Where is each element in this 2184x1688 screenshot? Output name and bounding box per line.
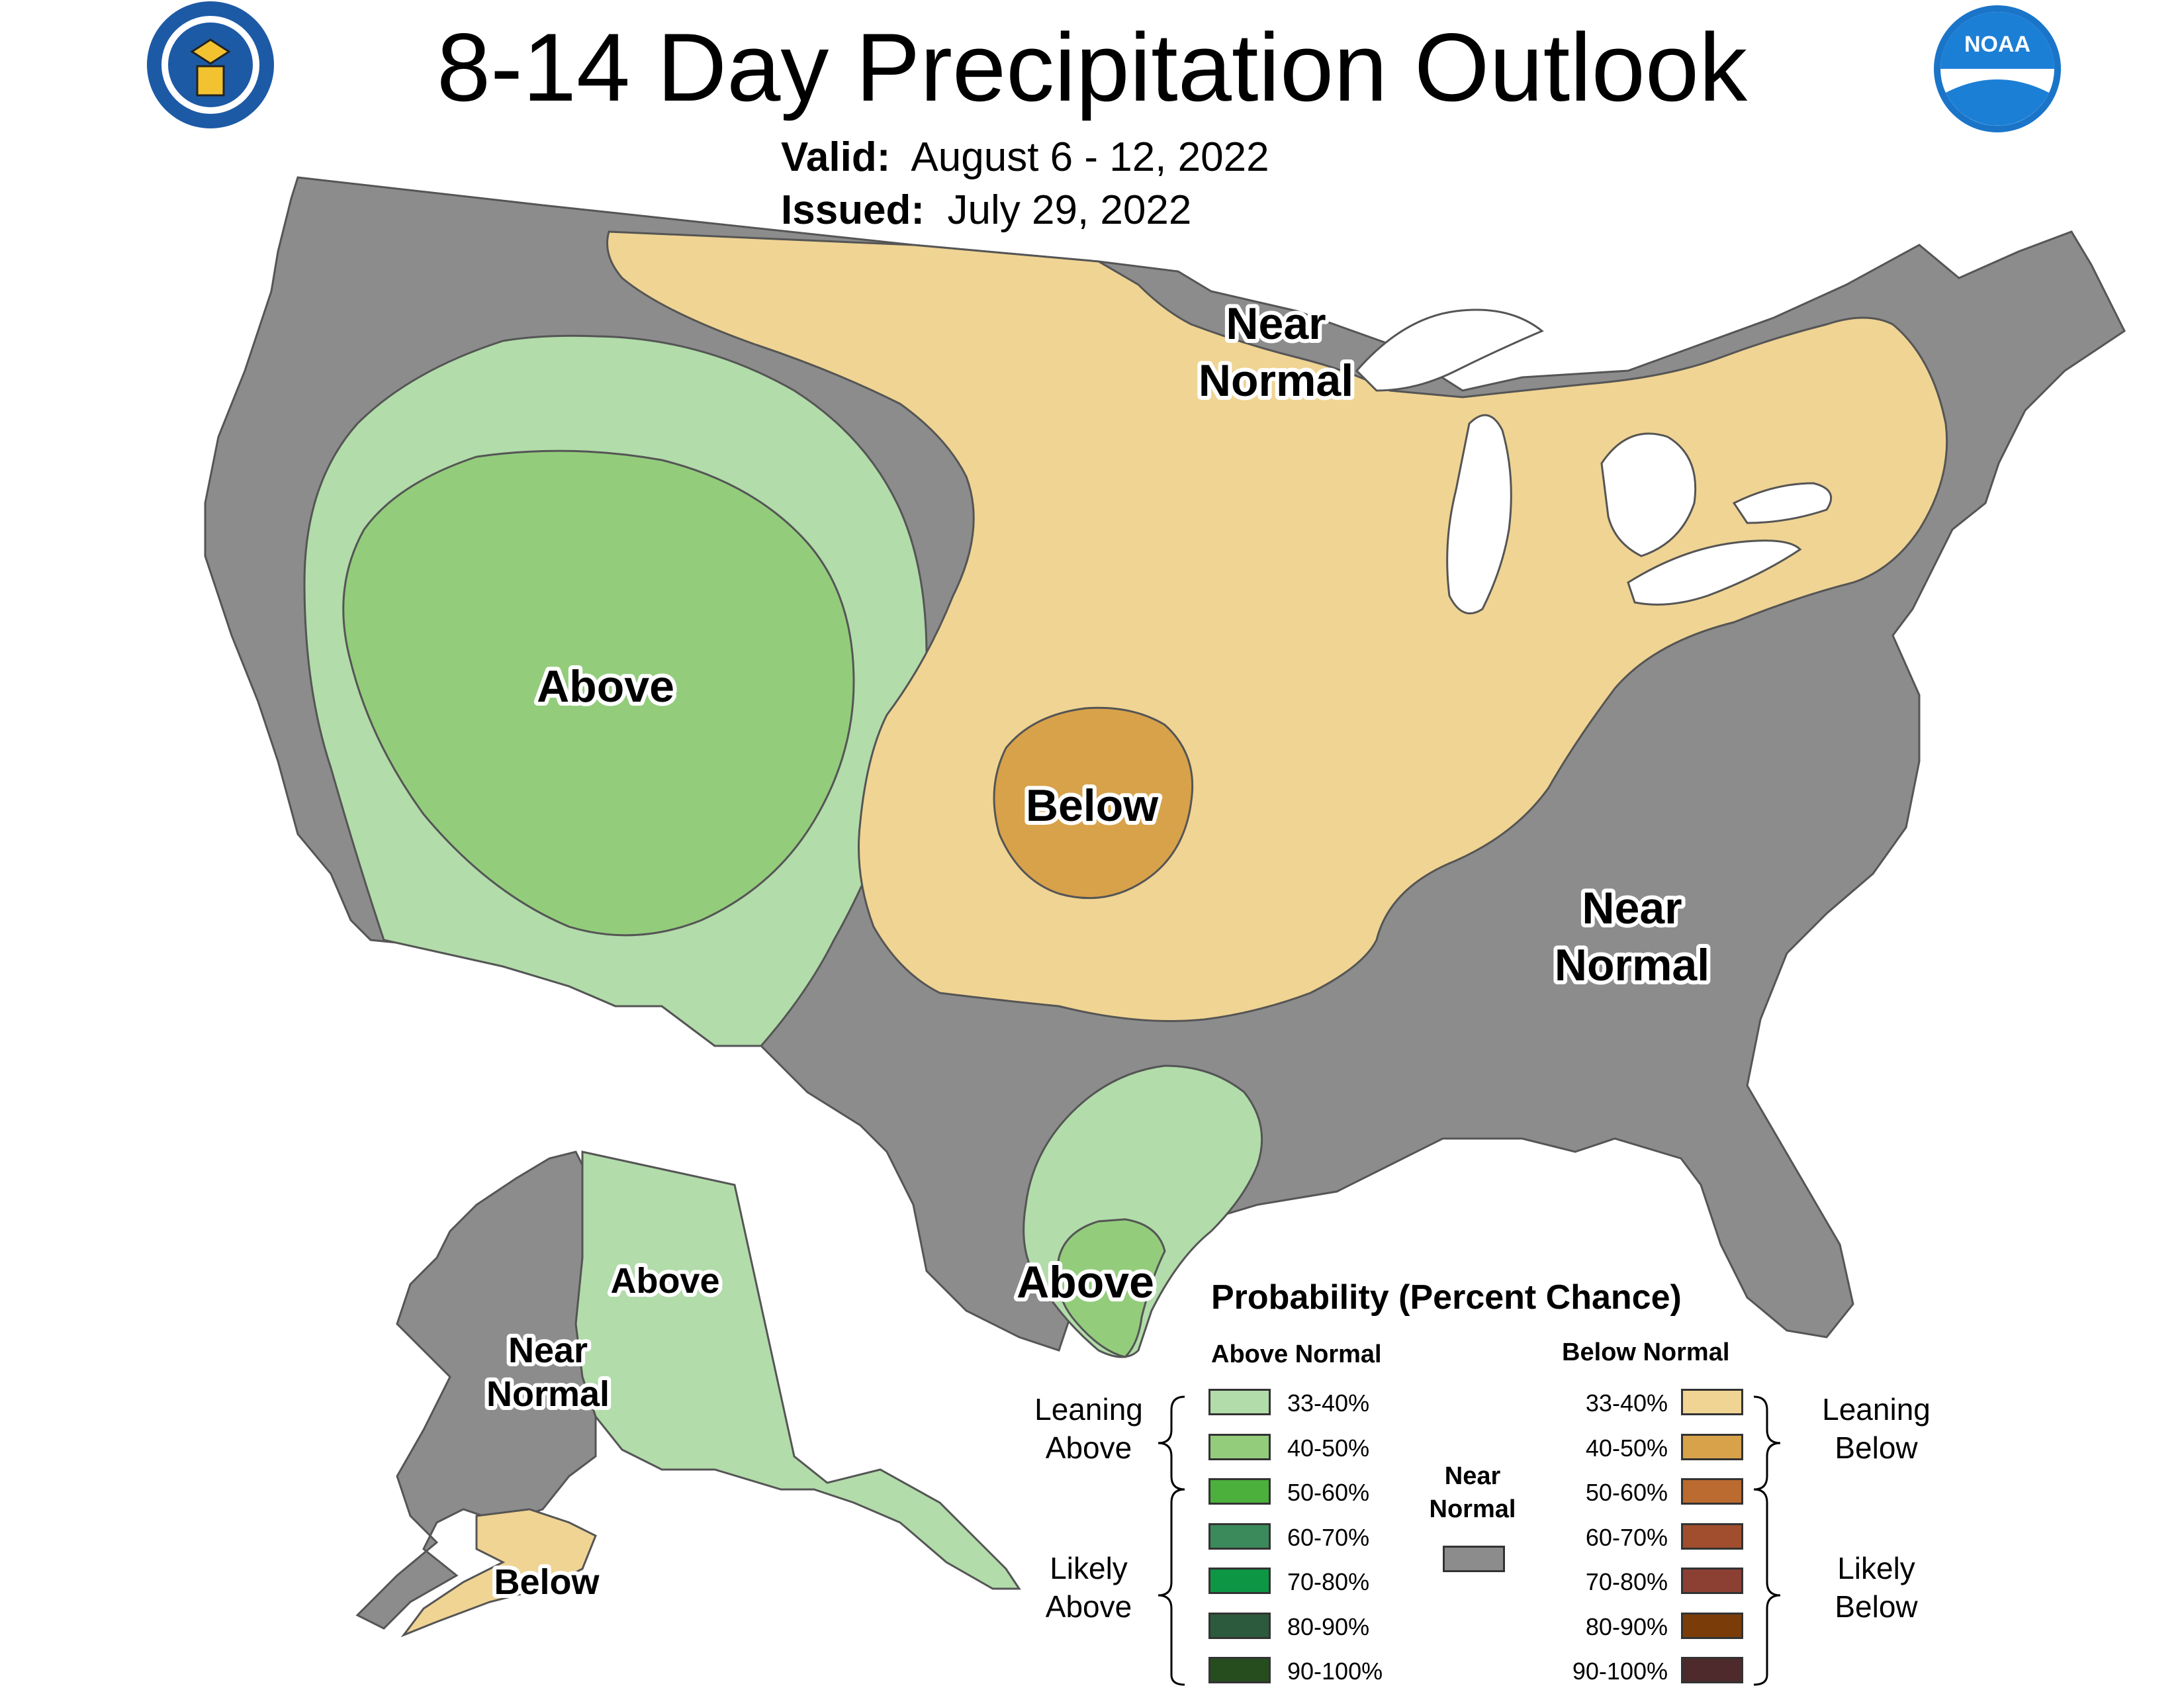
legend-likely-below-line2: Below (1835, 1589, 1918, 1624)
issued-label: Issued: (781, 187, 925, 233)
legend-title: Probability (Percent Chance) (1211, 1278, 1682, 1317)
valid-dates: Valid: August 6 - 12, 2022 (781, 132, 1269, 183)
central-below-leaning-region (606, 230, 1948, 1022)
legend-likely-above-line2: Above (1045, 1589, 1132, 1624)
legend-above-swatch (1208, 1523, 1271, 1550)
legend-below-label: 70-80% (1585, 1568, 1668, 1595)
legend-above-swatch (1208, 1612, 1271, 1639)
noaa-logo: NOAA (1934, 5, 2061, 132)
legend-above-label: 80-90% (1287, 1613, 1370, 1640)
issued-date: Issued: July 29, 2022 (781, 185, 1191, 236)
label-alaska-near-line1: Near (508, 1331, 588, 1370)
legend-below-label: 40-50% (1585, 1434, 1668, 1462)
legend-leaning-above-line2: Above (1045, 1430, 1132, 1465)
legend-below-label: 33-40% (1585, 1389, 1668, 1417)
valid-value: August 6 - 12, 2022 (911, 134, 1269, 180)
legend-leaning-below-line1: Leaning (1822, 1392, 1931, 1427)
legend-near-normal-heading: Near Normal (1416, 1460, 1529, 1526)
legend-likely-below: Likely Below (1787, 1549, 1966, 1626)
label-alaska-near-line2: Normal (486, 1374, 610, 1414)
legend-leaning-above: Leaning Above (1013, 1390, 1165, 1467)
label-plains-below: Below (1026, 780, 1159, 831)
label-alaska-above: Above (610, 1261, 719, 1301)
legend-above-label: 33-40% (1287, 1389, 1370, 1417)
legend-braces (1158, 1395, 1781, 1686)
legend-above-normal-heading: Above Normal (1211, 1340, 1382, 1368)
plains-below-40-50-region (993, 706, 1194, 900)
legend-above-swatch (1208, 1389, 1271, 1415)
legend-below-swatch (1681, 1478, 1743, 1505)
legend-above-label: 70-80% (1287, 1568, 1370, 1595)
legend-below-normal-heading: Below Normal (1562, 1338, 1730, 1366)
label-north-near-line2: Normal (1199, 355, 1353, 406)
legend-near-line2: Normal (1429, 1495, 1516, 1523)
label-texas-above: Above (1017, 1257, 1154, 1307)
label-southeast-near-line2: Normal (1555, 940, 1709, 990)
legend-below-swatch (1681, 1612, 1743, 1639)
west-above-40-50-region (342, 449, 855, 937)
legend-likely-above: Likely Above (1013, 1549, 1165, 1626)
legend-near-line1: Near (1444, 1462, 1501, 1490)
legend-above-swatch (1208, 1568, 1271, 1594)
legend-below-label: 50-60% (1585, 1479, 1668, 1506)
label-southeast-near-line1: Near (1582, 883, 1682, 933)
alaska-above-leaning-region (574, 1150, 1021, 1590)
legend-leaning-above-line1: Leaning (1034, 1392, 1143, 1427)
legend-above-label: 50-60% (1287, 1479, 1370, 1506)
legend-above-swatch (1208, 1657, 1271, 1683)
legend-above-label: 60-70% (1287, 1523, 1370, 1551)
page-title: 8-14 Day Precipitation Outlook (436, 13, 1748, 121)
legend-above-label: 40-50% (1287, 1434, 1370, 1462)
legend-leaning-below-line2: Below (1835, 1430, 1918, 1465)
label-alaska-below: Below (494, 1562, 600, 1602)
legend-below-label: 90-100% (1572, 1658, 1668, 1685)
label-west-above: Above (537, 661, 674, 712)
legend-below-swatch (1681, 1433, 1743, 1460)
legend-below-swatch (1681, 1523, 1743, 1550)
legend-leaning-below: Leaning Below (1787, 1390, 1966, 1467)
noaa-logo-text: NOAA (1964, 32, 2030, 57)
legend-below-swatch (1681, 1657, 1743, 1683)
legend-near-normal-swatch (1443, 1546, 1505, 1572)
legend-above-label: 90-100% (1287, 1658, 1383, 1685)
legend-above-swatch (1208, 1478, 1271, 1505)
legend-below-label: 80-90% (1585, 1613, 1668, 1640)
label-north-near-line1: Near (1226, 299, 1326, 349)
valid-label: Valid: (781, 134, 891, 180)
legend-below-swatch (1681, 1389, 1743, 1415)
legend-above-swatch (1208, 1433, 1271, 1460)
legend-below-label: 60-70% (1585, 1523, 1668, 1551)
legend-below-swatch (1681, 1568, 1743, 1594)
legend-likely-above-line1: Likely (1050, 1551, 1128, 1585)
legend-likely-below-line1: Likely (1837, 1551, 1915, 1585)
doc-seal-logo (147, 1, 274, 128)
issued-value: July 29, 2022 (947, 187, 1192, 233)
great-lakes (1355, 308, 1833, 615)
alaska-below-leaning-region (400, 1508, 597, 1638)
texas-above-40-50-region (1056, 1218, 1166, 1358)
